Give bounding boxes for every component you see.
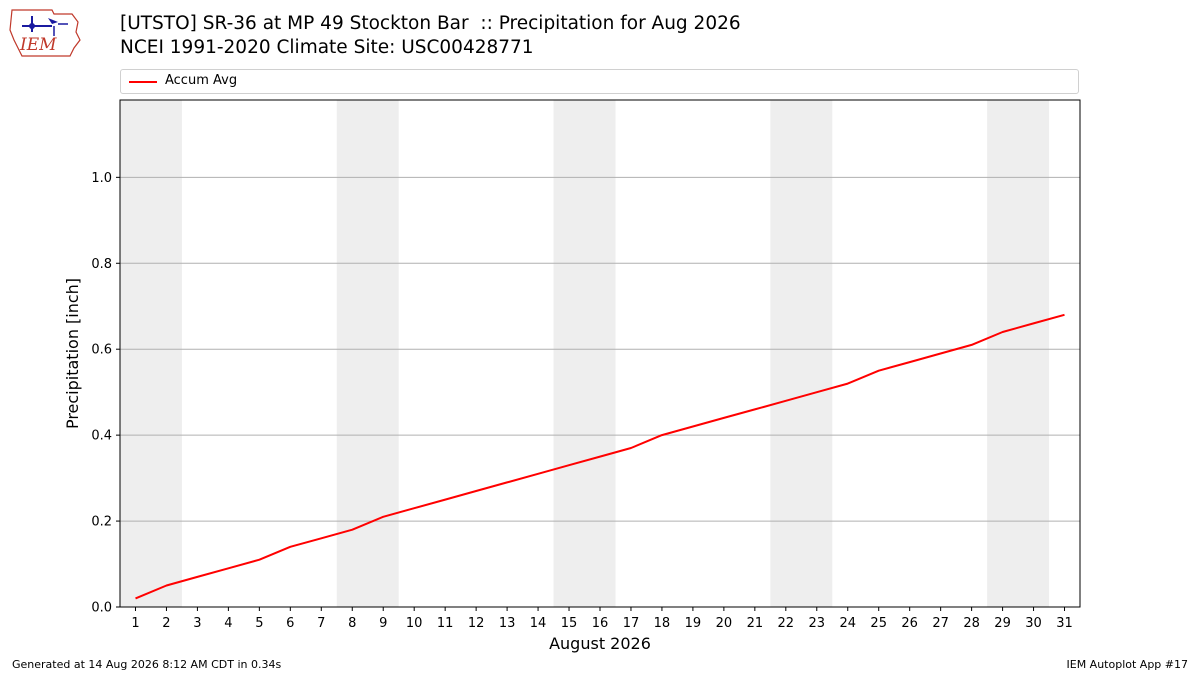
x-tick-label-1: 1 (131, 616, 139, 631)
x-tick-label-7: 7 (317, 616, 325, 631)
x-tick-label-17: 17 (623, 616, 640, 631)
x-tick-label-29: 29 (994, 616, 1011, 631)
app-label: IEM Autoplot App #17 (1066, 658, 1189, 671)
y-tick-label-0: 0.0 (91, 601, 112, 616)
y-tick-label-5: 1.0 (91, 171, 112, 186)
weekend-band-3 (553, 100, 616, 607)
legend-swatch-accum-avg (129, 81, 157, 83)
x-tick-label-13: 13 (499, 616, 516, 631)
x-tick-label-6: 6 (286, 616, 294, 631)
x-tick-label-18: 18 (654, 616, 671, 631)
x-tick-label-10: 10 (406, 616, 423, 631)
x-tick-label-21: 21 (747, 616, 764, 631)
x-tick-label-23: 23 (809, 616, 826, 631)
chart-subtitle: NCEI 1991-2020 Climate Site: USC00428771 (120, 37, 534, 58)
x-tick-label-25: 25 (870, 616, 887, 631)
y-tick-label-1: 0.2 (91, 515, 112, 530)
x-tick-label-2: 2 (162, 616, 170, 631)
weekend-band-4 (770, 100, 833, 607)
chart-title: [UTSTO] SR-36 at MP 49 Stockton Bar :: P… (120, 13, 741, 34)
x-tick-label-26: 26 (901, 616, 918, 631)
plot-frame (119, 99, 1081, 608)
x-tick-label-12: 12 (468, 616, 485, 631)
generated-timestamp: Generated at 14 Aug 2026 8:12 AM CDT in … (12, 658, 282, 671)
iem-logo: IEM (9, 9, 81, 57)
x-tick-label-16: 16 (592, 616, 609, 631)
x-tick-label-9: 9 (379, 616, 387, 631)
x-tick-label-31: 31 (1056, 616, 1073, 631)
x-tick-label-20: 20 (716, 616, 733, 631)
x-tick-label-19: 19 (685, 616, 702, 631)
y-tick-label-2: 0.4 (91, 429, 112, 444)
x-tick-label-4: 4 (224, 616, 232, 631)
x-tick-label-8: 8 (348, 616, 356, 631)
y-axis-label: Precipitation [inch] (63, 278, 82, 429)
svg-text:IEM: IEM (19, 35, 57, 55)
x-tick-label-5: 5 (255, 616, 263, 631)
x-tick-label-30: 30 (1025, 616, 1042, 631)
y-tick-label-3: 0.6 (91, 343, 112, 358)
legend-label-accum-avg: Accum Avg (165, 73, 238, 88)
x-tick-label-28: 28 (963, 616, 980, 631)
x-tick-label-27: 27 (932, 616, 949, 631)
y-tick-label-4: 0.8 (91, 257, 112, 272)
x-tick-label-14: 14 (530, 616, 547, 631)
series-line-accum-avg (135, 313, 1065, 600)
x-tick-label-3: 3 (193, 616, 201, 631)
x-tick-label-24: 24 (839, 616, 856, 631)
weekend-band-1 (120, 100, 182, 607)
x-tick-label-22: 22 (778, 616, 795, 631)
x-axis-label: August 2026 (549, 634, 651, 653)
weekend-band-5 (987, 100, 1050, 607)
legend: Accum Avg (120, 69, 1079, 94)
x-tick-label-15: 15 (561, 616, 578, 631)
x-tick-label-11: 11 (437, 616, 454, 631)
